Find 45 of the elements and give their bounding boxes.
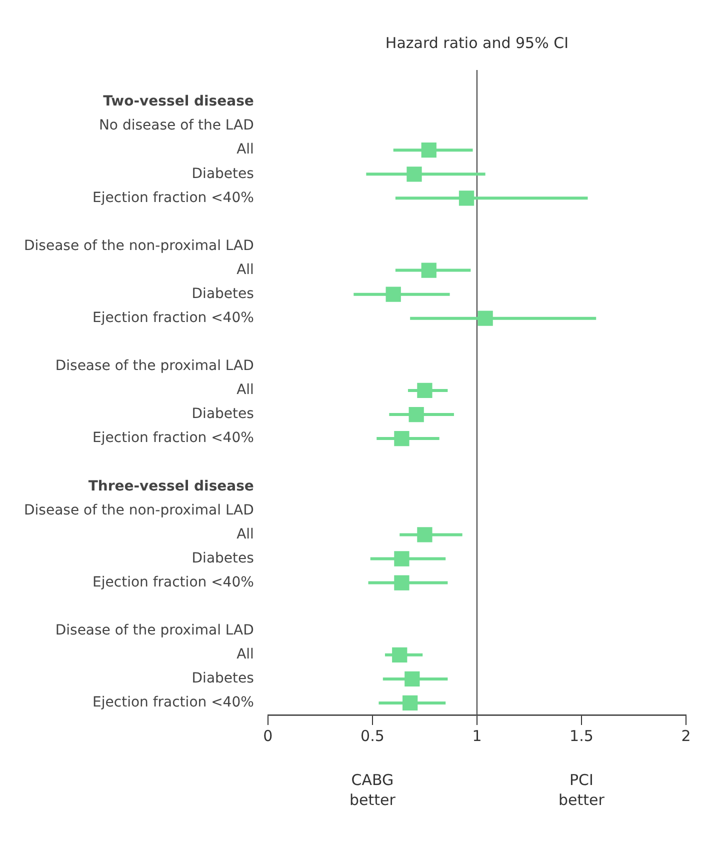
y-tick-label: Diabetes <box>192 670 254 687</box>
point <box>421 142 436 158</box>
y-tick-label: All <box>236 646 254 663</box>
y-tick-label: Ejection fraction <40% <box>92 430 254 446</box>
x-tick-label: 0 <box>263 726 273 745</box>
text: PCI better <box>558 771 606 809</box>
text: CABG better <box>349 771 396 809</box>
y-tick-label: Diabetes <box>192 166 254 182</box>
point <box>417 382 432 398</box>
point <box>406 166 422 182</box>
x-tick-label: 1.5 <box>570 726 594 745</box>
point <box>458 190 474 206</box>
y-tick-label: Diabetes <box>192 286 254 302</box>
y-tick-label: Two-vessel disease <box>103 94 254 110</box>
x-tick-label: 1 <box>472 726 482 745</box>
y-tick-label: Disease of the non-proximal LAD <box>24 238 254 254</box>
point <box>421 262 436 278</box>
y-tick-label: Three-vessel disease <box>88 478 254 494</box>
point <box>394 575 410 590</box>
y-tick-label: Ejection fraction <40% <box>92 694 254 711</box>
point <box>408 406 424 422</box>
y-tick-label: Diabetes <box>192 550 254 566</box>
point <box>394 551 410 566</box>
y-tick-label: All <box>236 142 254 158</box>
y-tick-label: All <box>236 382 254 398</box>
point <box>392 647 408 662</box>
y-tick-label: Ejection fraction <40% <box>92 190 254 206</box>
point <box>478 310 493 326</box>
point <box>404 671 420 687</box>
y-tick-label: Ejection fraction <40% <box>92 574 254 590</box>
y-tick-label: No disease of the LAD <box>98 118 254 134</box>
y-tick-label: Disease of the proximal LAD <box>55 622 254 639</box>
y-tick-label: Diabetes <box>192 406 254 422</box>
y-tick-label: All <box>236 262 254 278</box>
x-tick-label: 0.5 <box>360 726 384 745</box>
chart-title: Hazard ratio and 95% CI <box>385 34 568 52</box>
point <box>402 695 418 711</box>
y-tick-label: Ejection fraction <40% <box>92 310 254 326</box>
y-tick-label: Disease of the proximal LAD <box>55 358 254 374</box>
y-tick-label: All <box>236 526 254 542</box>
point <box>394 430 410 446</box>
x-tick-label: 2 <box>681 726 691 745</box>
y-tick-label: Disease of the non-proximal LAD <box>24 502 254 518</box>
point <box>417 527 432 542</box>
point <box>386 286 401 302</box>
